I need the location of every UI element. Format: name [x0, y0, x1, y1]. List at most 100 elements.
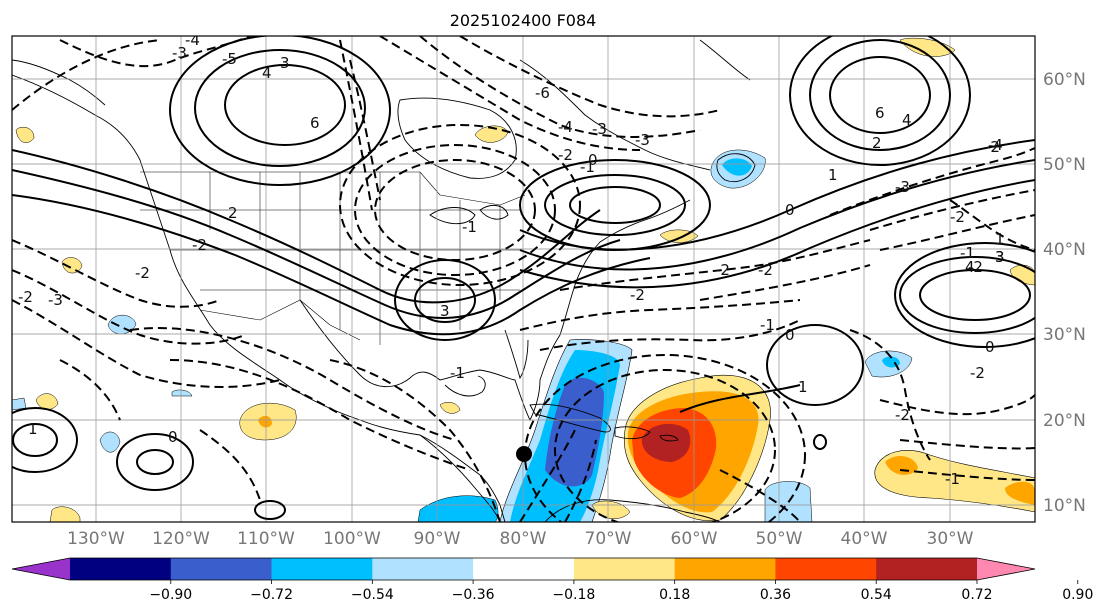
colorbar-tick-label: −0.90	[149, 587, 192, 603]
contour-label: -2	[558, 146, 573, 164]
contour-label: -2	[18, 288, 33, 306]
contour-label: -2	[950, 208, 965, 226]
colorbar-tick-label: 0.18	[659, 587, 690, 603]
solid-contours	[12, 36, 1035, 520]
contour-label: 3	[280, 54, 290, 72]
lat-label: 50°N	[1043, 155, 1086, 175]
contour-label: -6	[535, 84, 550, 102]
lon-label: 50°W	[756, 529, 803, 549]
contour-label: -1	[580, 158, 595, 176]
lat-label: 30°N	[1043, 325, 1086, 345]
small-negative-patch	[171, 389, 193, 397]
contour-label: 2	[872, 134, 882, 152]
puerto-rico	[659, 434, 679, 442]
colorbar-segment	[775, 558, 877, 580]
map-title: 2025102400 F084	[450, 11, 597, 30]
colorbar-segment	[573, 558, 676, 580]
pacific-coast	[12, 74, 506, 522]
contour-label: -3	[635, 131, 650, 149]
lon-label: 130°W	[67, 529, 125, 549]
contour-label: -2	[758, 261, 773, 279]
contour-label: 0	[588, 151, 598, 169]
lon-label: 40°W	[841, 529, 888, 549]
contour-label: -2	[630, 286, 645, 304]
colorbar-segment	[170, 558, 273, 580]
contour-label: 2	[228, 204, 238, 222]
lon-label: 70°W	[585, 529, 632, 549]
colorbar-segment	[70, 558, 172, 580]
colorbar-tick-label: −0.18	[552, 587, 595, 603]
positive-anomaly-east-core	[885, 456, 1035, 505]
small-negative-patch	[99, 431, 121, 453]
contour-labels: -3 -4 -5 4 3 6 -6 -4 -3 -2 -1 -3 6 4 2 1…	[18, 31, 1005, 488]
hispaniola	[614, 426, 651, 440]
colorbar-tick-label: −0.54	[351, 587, 394, 603]
negative-anomaly-left	[417, 495, 499, 522]
contour-label: -2	[715, 261, 730, 279]
contour-label: 6	[310, 114, 320, 132]
small-positive-patch	[49, 506, 81, 522]
contour-label: -1	[462, 218, 477, 236]
map-frame	[11, 35, 1036, 523]
contour-label: -2	[985, 138, 1000, 156]
lon-label: 100°W	[323, 529, 381, 549]
colorbar-tick-label: 0.54	[861, 587, 892, 603]
contour-label: 3	[995, 248, 1005, 266]
colorbar-segment	[12, 558, 70, 580]
contour-label: 1	[28, 420, 38, 438]
contour-label: -5	[222, 50, 237, 68]
lon-label: 90°W	[414, 529, 461, 549]
contour-label: -3	[895, 178, 910, 196]
contour-label: -1	[450, 364, 465, 382]
cuba	[529, 403, 611, 433]
contour-label: -3	[172, 44, 187, 62]
contour-label: 1	[995, 230, 1005, 248]
contour-label: -4	[185, 31, 200, 49]
contour-label: -1	[960, 244, 975, 262]
contour-label: -2	[192, 236, 207, 254]
latitude-labels: 60°N 50°N 40°N 30°N 20°N 10°N	[1043, 70, 1086, 516]
contour-label: -2	[895, 406, 910, 424]
lon-label: 80°W	[500, 529, 547, 549]
colorbar-tick-label: −0.72	[250, 587, 293, 603]
great-lakes	[429, 204, 509, 225]
lon-label: 60°W	[671, 529, 718, 549]
contour-label: 4	[262, 64, 272, 82]
colorbar-tick-label: −0.36	[452, 587, 495, 603]
longitude-labels: 130°W 120°W 110°W 100°W 90°W 80°W 70°W 6…	[67, 529, 974, 549]
contour-label: -3	[48, 291, 63, 309]
graticule	[12, 36, 1035, 522]
small-positive-patch	[439, 402, 461, 414]
contour-label: -2	[135, 264, 150, 282]
newfoundland	[716, 153, 756, 183]
greenland-tip	[699, 39, 751, 81]
contour-label: 1	[828, 166, 838, 184]
contour-label: 3	[440, 302, 450, 320]
contour-label: 0	[168, 428, 178, 446]
lon-label: 110°W	[237, 529, 295, 549]
lat-label: 40°N	[1043, 240, 1086, 260]
contour-label: 1	[798, 378, 808, 396]
state-lines	[140, 172, 520, 345]
colorbar-outline	[11, 557, 1036, 581]
contour-label: 0	[985, 338, 995, 356]
colorbar-segment	[977, 558, 1035, 580]
contour-label: -2	[968, 258, 983, 276]
yucatan	[444, 375, 486, 397]
florida	[504, 329, 529, 380]
small-positive-patch	[258, 415, 272, 428]
colorbar: −0.90 −0.72 −0.54 −0.36 −0.18 0.18 0.36 0.54 0.7…	[11, 557, 1093, 603]
contour-label: -1	[945, 470, 960, 488]
central-america	[419, 434, 501, 522]
lat-label: 60°N	[1043, 70, 1086, 90]
colorbar-segment	[271, 558, 373, 580]
lon-label: 30°W	[927, 529, 974, 549]
small-positive-patch	[15, 126, 35, 143]
border-us-canada	[140, 171, 526, 206]
colorbar-segment	[372, 558, 474, 580]
small-positive-patch	[61, 257, 83, 274]
hudson-bay	[397, 97, 517, 179]
contour-label: 6	[875, 104, 885, 122]
colorbar-segment	[674, 558, 776, 580]
